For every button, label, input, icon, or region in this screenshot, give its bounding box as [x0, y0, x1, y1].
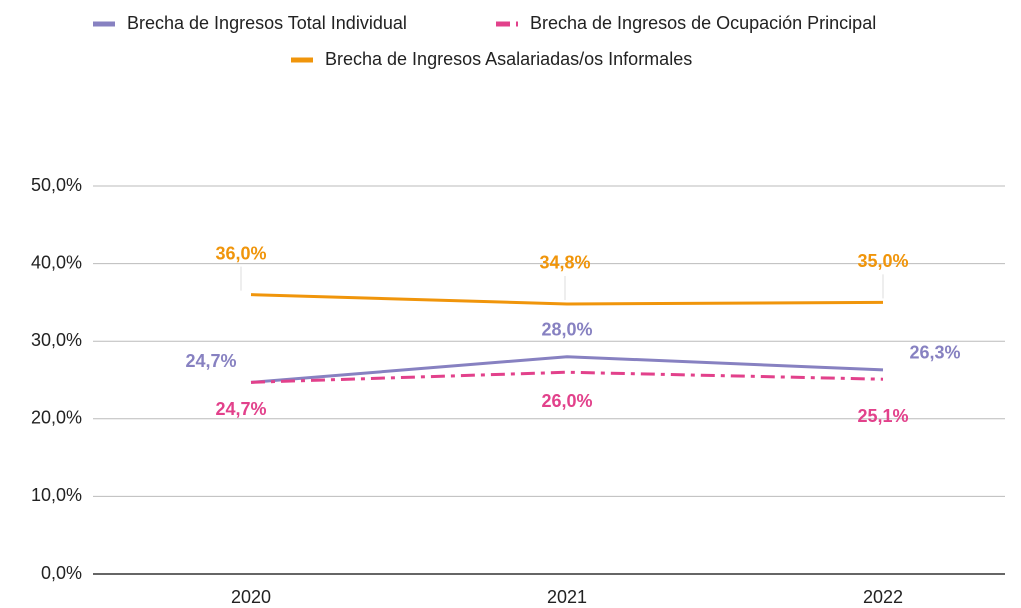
series-line [250, 293, 884, 306]
legend-label: Brecha de Ingresos Total Individual [127, 13, 407, 33]
data-label: 36,0% [215, 243, 266, 263]
y-tick-label: 10,0% [31, 485, 82, 505]
y-tick-label: 40,0% [31, 252, 82, 272]
y-tick-label: 50,0% [31, 175, 82, 195]
legend-label: Brecha de Ingresos Asalariadas/os Inform… [325, 49, 692, 69]
series-line [250, 355, 884, 384]
data-label: 34,8% [539, 253, 590, 273]
x-tick-label: 2022 [863, 587, 903, 607]
legend-label: Brecha de Ingresos de Ocupación Principa… [530, 13, 876, 33]
y-tick-label: 0,0% [41, 563, 82, 583]
y-tick-label: 30,0% [31, 330, 82, 350]
data-label: 26,0% [541, 391, 592, 411]
data-label: 26,3% [909, 343, 960, 363]
data-label: 28,0% [541, 319, 592, 339]
x-tick-label: 2021 [547, 587, 587, 607]
y-tick-label: 20,0% [31, 408, 82, 428]
data-label: 35,0% [857, 251, 908, 271]
x-tick-label: 2020 [231, 587, 271, 607]
data-label: 24,7% [215, 399, 266, 419]
data-label: 25,1% [857, 406, 908, 426]
data-label: 24,7% [185, 351, 236, 371]
